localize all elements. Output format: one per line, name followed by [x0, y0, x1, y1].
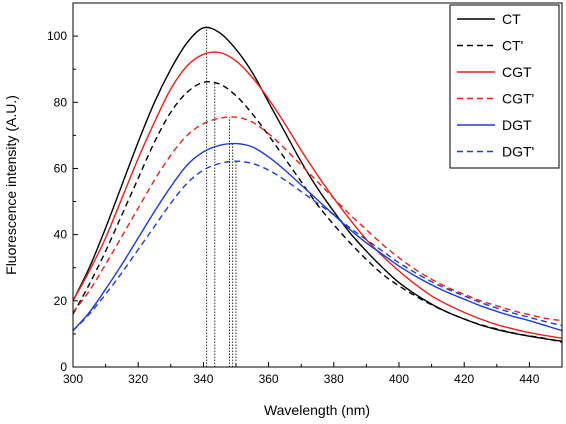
legend-label: DGT': [502, 144, 534, 160]
y-tick-label: 80: [54, 95, 68, 109]
series-lines: [72, 26, 563, 343]
y-tick-label: 20: [54, 294, 68, 308]
legend-label: CT': [502, 38, 523, 54]
x-axis-ticks: 300 320 340 360 380 400 420 440: [63, 362, 540, 386]
y-tick-label: 60: [54, 161, 68, 175]
y-tick-label: 100: [47, 29, 67, 43]
series-line-cgt-prime: [72, 116, 563, 322]
legend: CT CT' CGT CGT' DGT DGT': [449, 4, 560, 169]
y-axis-ticks: 0 20 40 60 80 100: [47, 29, 78, 374]
y-tick-label: 40: [54, 228, 68, 242]
y-axis-label: Fluorescence intensity (A.U.): [3, 95, 19, 275]
peak-marker-lines: [206, 27, 237, 367]
y-tick-label: 0: [60, 360, 67, 374]
plot-frame: [72, 2, 563, 368]
x-tick-label: 380: [324, 372, 344, 386]
series-line-dgt-prime: [72, 160, 563, 332]
legend-box: [449, 4, 560, 169]
x-tick-label: 420: [454, 372, 474, 386]
legend-label: CGT': [502, 91, 534, 107]
x-axis-label: Wavelength (nm): [264, 402, 370, 418]
series-line-ct: [72, 26, 563, 342]
x-tick-label: 400: [389, 372, 409, 386]
x-tick-label: 300: [63, 372, 83, 386]
series-line-ct-prime: [72, 81, 563, 343]
legend-label: CT: [502, 11, 521, 27]
series-line-dgt: [72, 142, 563, 332]
x-tick-label: 340: [193, 372, 213, 386]
x-tick-label: 440: [519, 372, 539, 386]
legend-label: DGT: [502, 117, 532, 133]
x-tick-label: 320: [128, 372, 148, 386]
x-tick-label: 360: [259, 372, 279, 386]
series-line-cgt: [72, 51, 563, 339]
legend-label: CGT: [502, 64, 532, 80]
